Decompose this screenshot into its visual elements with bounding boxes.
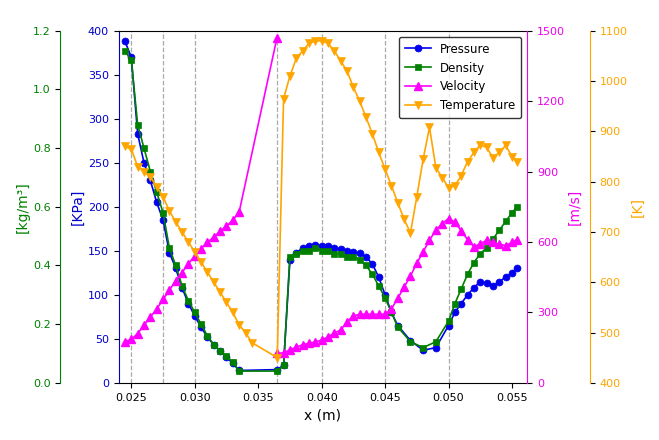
Pressure [356,251,364,256]
Velocity [178,270,186,275]
Pressure [362,254,370,260]
Pressure [178,285,186,290]
Density [178,283,186,289]
Velocity [235,209,243,215]
Velocity [216,229,224,234]
Temperature [229,310,237,315]
Temperature [387,183,395,188]
Line: Velocity: Velocity [121,34,281,346]
Line: Density: Density [121,48,521,374]
Velocity [197,246,205,251]
Density [235,368,243,374]
Temperature [242,330,250,335]
Velocity [159,297,167,302]
Velocity [165,287,173,293]
Density [356,257,364,262]
Velocity [191,253,199,259]
Velocity [121,339,129,345]
Velocity [229,218,237,223]
Pressure [286,257,294,262]
Line: Pressure: Pressure [121,38,521,374]
Density [121,49,129,54]
Velocity [273,35,281,40]
Pressure [513,266,521,271]
Density [513,204,521,209]
Legend: Pressure, Density, Velocity, Temperature: Pressure, Density, Velocity, Temperature [399,37,521,118]
Velocity [210,234,217,239]
Density [286,254,294,259]
Temperature [216,290,224,295]
Temperature [513,159,521,164]
Pressure [121,39,129,44]
Velocity [140,323,148,328]
Pressure [235,368,243,373]
Density [343,254,351,259]
Pressure [387,310,395,315]
Y-axis label: [m/s]: [m/s] [568,189,582,225]
Velocity [204,240,212,245]
Temperature [248,340,256,345]
Temperature [311,38,319,44]
Line: Temperature: Temperature [121,37,521,362]
Temperature [185,239,192,245]
Y-axis label: [KPa]: [KPa] [71,189,85,225]
Y-axis label: [K]: [K] [630,197,645,217]
Y-axis label: [kg/m³]: [kg/m³] [16,181,30,233]
Velocity [153,306,161,312]
Velocity [185,261,192,266]
Velocity [134,331,142,336]
Density [362,263,370,268]
X-axis label: x (m): x (m) [304,408,341,422]
Temperature [273,355,281,360]
Density [387,310,395,315]
Temperature [121,144,129,149]
Velocity [146,315,154,320]
Pressure [343,248,351,253]
Velocity [127,337,135,342]
Velocity [223,224,231,229]
Velocity [172,278,180,283]
